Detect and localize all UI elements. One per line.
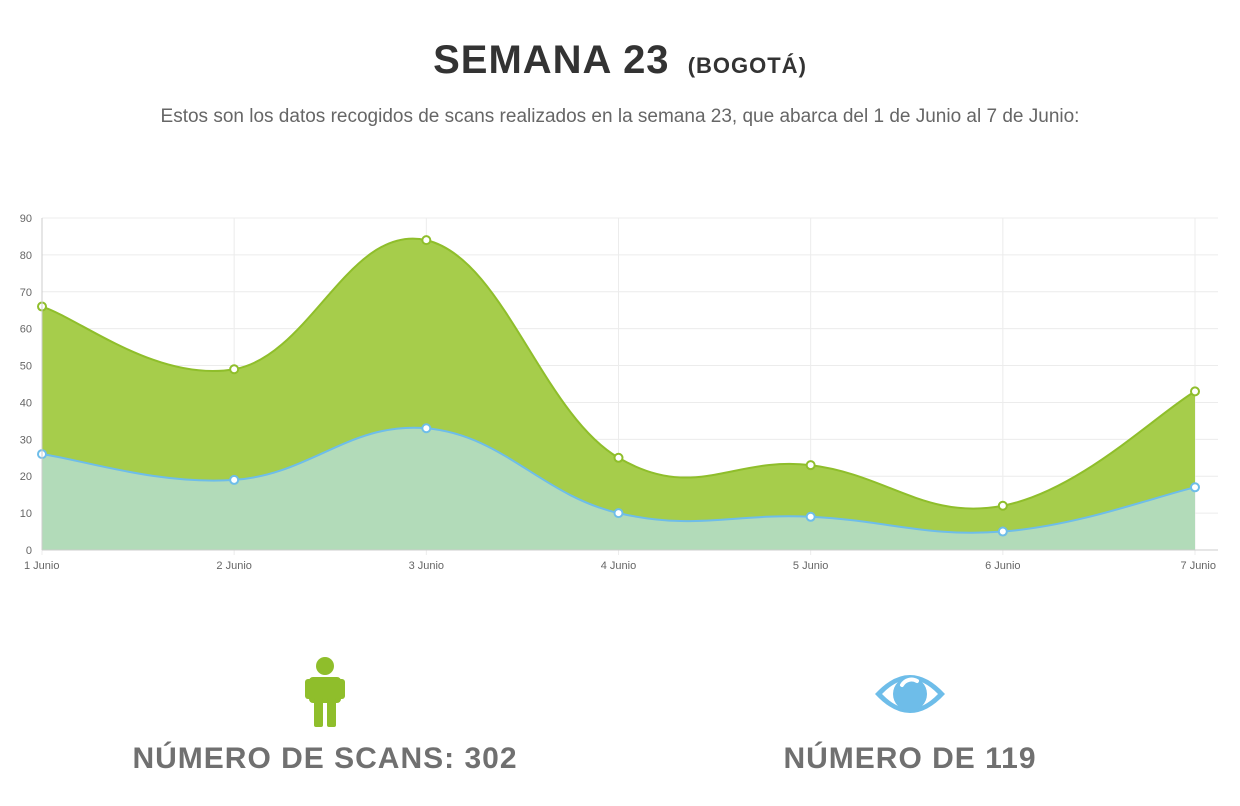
y-tick-label: 60 bbox=[20, 324, 32, 336]
scans-count-label: NÚMERO DE SCANS: 302 bbox=[132, 742, 518, 775]
x-tick-label: 3 Junio bbox=[409, 560, 444, 572]
x-tick-label: 5 Junio bbox=[793, 560, 828, 572]
page-title: SEMANA 23 (BOGOTÁ) bbox=[0, 38, 1240, 83]
y-tick-label: 80 bbox=[20, 250, 32, 262]
page-subtitle: Estos son los datos recogidos de scans r… bbox=[160, 106, 1080, 127]
series-1-point bbox=[613, 452, 624, 463]
series-1-point bbox=[421, 235, 432, 246]
y-tick-label: 90 bbox=[20, 213, 32, 225]
views-count-label: NÚMERO DE 119 bbox=[783, 742, 1037, 775]
y-tick-label: 30 bbox=[20, 434, 32, 446]
area-chart: 0 10 20 30 40 50 60 70 80 90 1 Junio 2 Junio 3 Junio… bbox=[20, 213, 1218, 572]
series-1-point bbox=[229, 364, 240, 375]
series-1-point bbox=[1190, 386, 1200, 397]
series-2-point bbox=[805, 511, 816, 522]
series-2-area bbox=[42, 427, 1195, 550]
title-city: (BOGOTÁ) bbox=[687, 53, 807, 78]
y-tick-label: 0 bbox=[26, 545, 32, 557]
y-tick-label: 40 bbox=[20, 397, 32, 409]
series-2-point bbox=[1190, 482, 1200, 493]
person-icon bbox=[305, 657, 345, 727]
x-tick-label: 6 Junio bbox=[985, 560, 1020, 572]
series-2-point bbox=[613, 508, 624, 519]
series-2-point bbox=[229, 474, 240, 485]
views-stat: NÚMERO DE 119 bbox=[650, 652, 1170, 776]
eye-icon bbox=[875, 675, 945, 713]
x-tick-label: 4 Junio bbox=[601, 560, 636, 572]
series-2-point bbox=[421, 423, 432, 434]
series-2-point bbox=[997, 526, 1008, 537]
y-tick-label: 70 bbox=[20, 287, 32, 299]
series-1-point bbox=[997, 500, 1008, 511]
x-tick-label: 1 Junio bbox=[24, 560, 59, 572]
y-tick-label: 20 bbox=[20, 471, 32, 483]
title-main: SEMANA 23 bbox=[433, 38, 670, 82]
x-tick-label: 2 Junio bbox=[216, 560, 251, 572]
y-tick-label: 10 bbox=[20, 508, 32, 520]
page-header: SEMANA 23 (BOGOTÁ) bbox=[0, 38, 1240, 83]
series-1-point bbox=[805, 460, 816, 471]
x-tick-label: 7 Junio bbox=[1181, 560, 1216, 572]
y-tick-label: 50 bbox=[20, 361, 32, 373]
scans-stat: NÚMERO DE SCANS: 302 bbox=[65, 652, 585, 776]
